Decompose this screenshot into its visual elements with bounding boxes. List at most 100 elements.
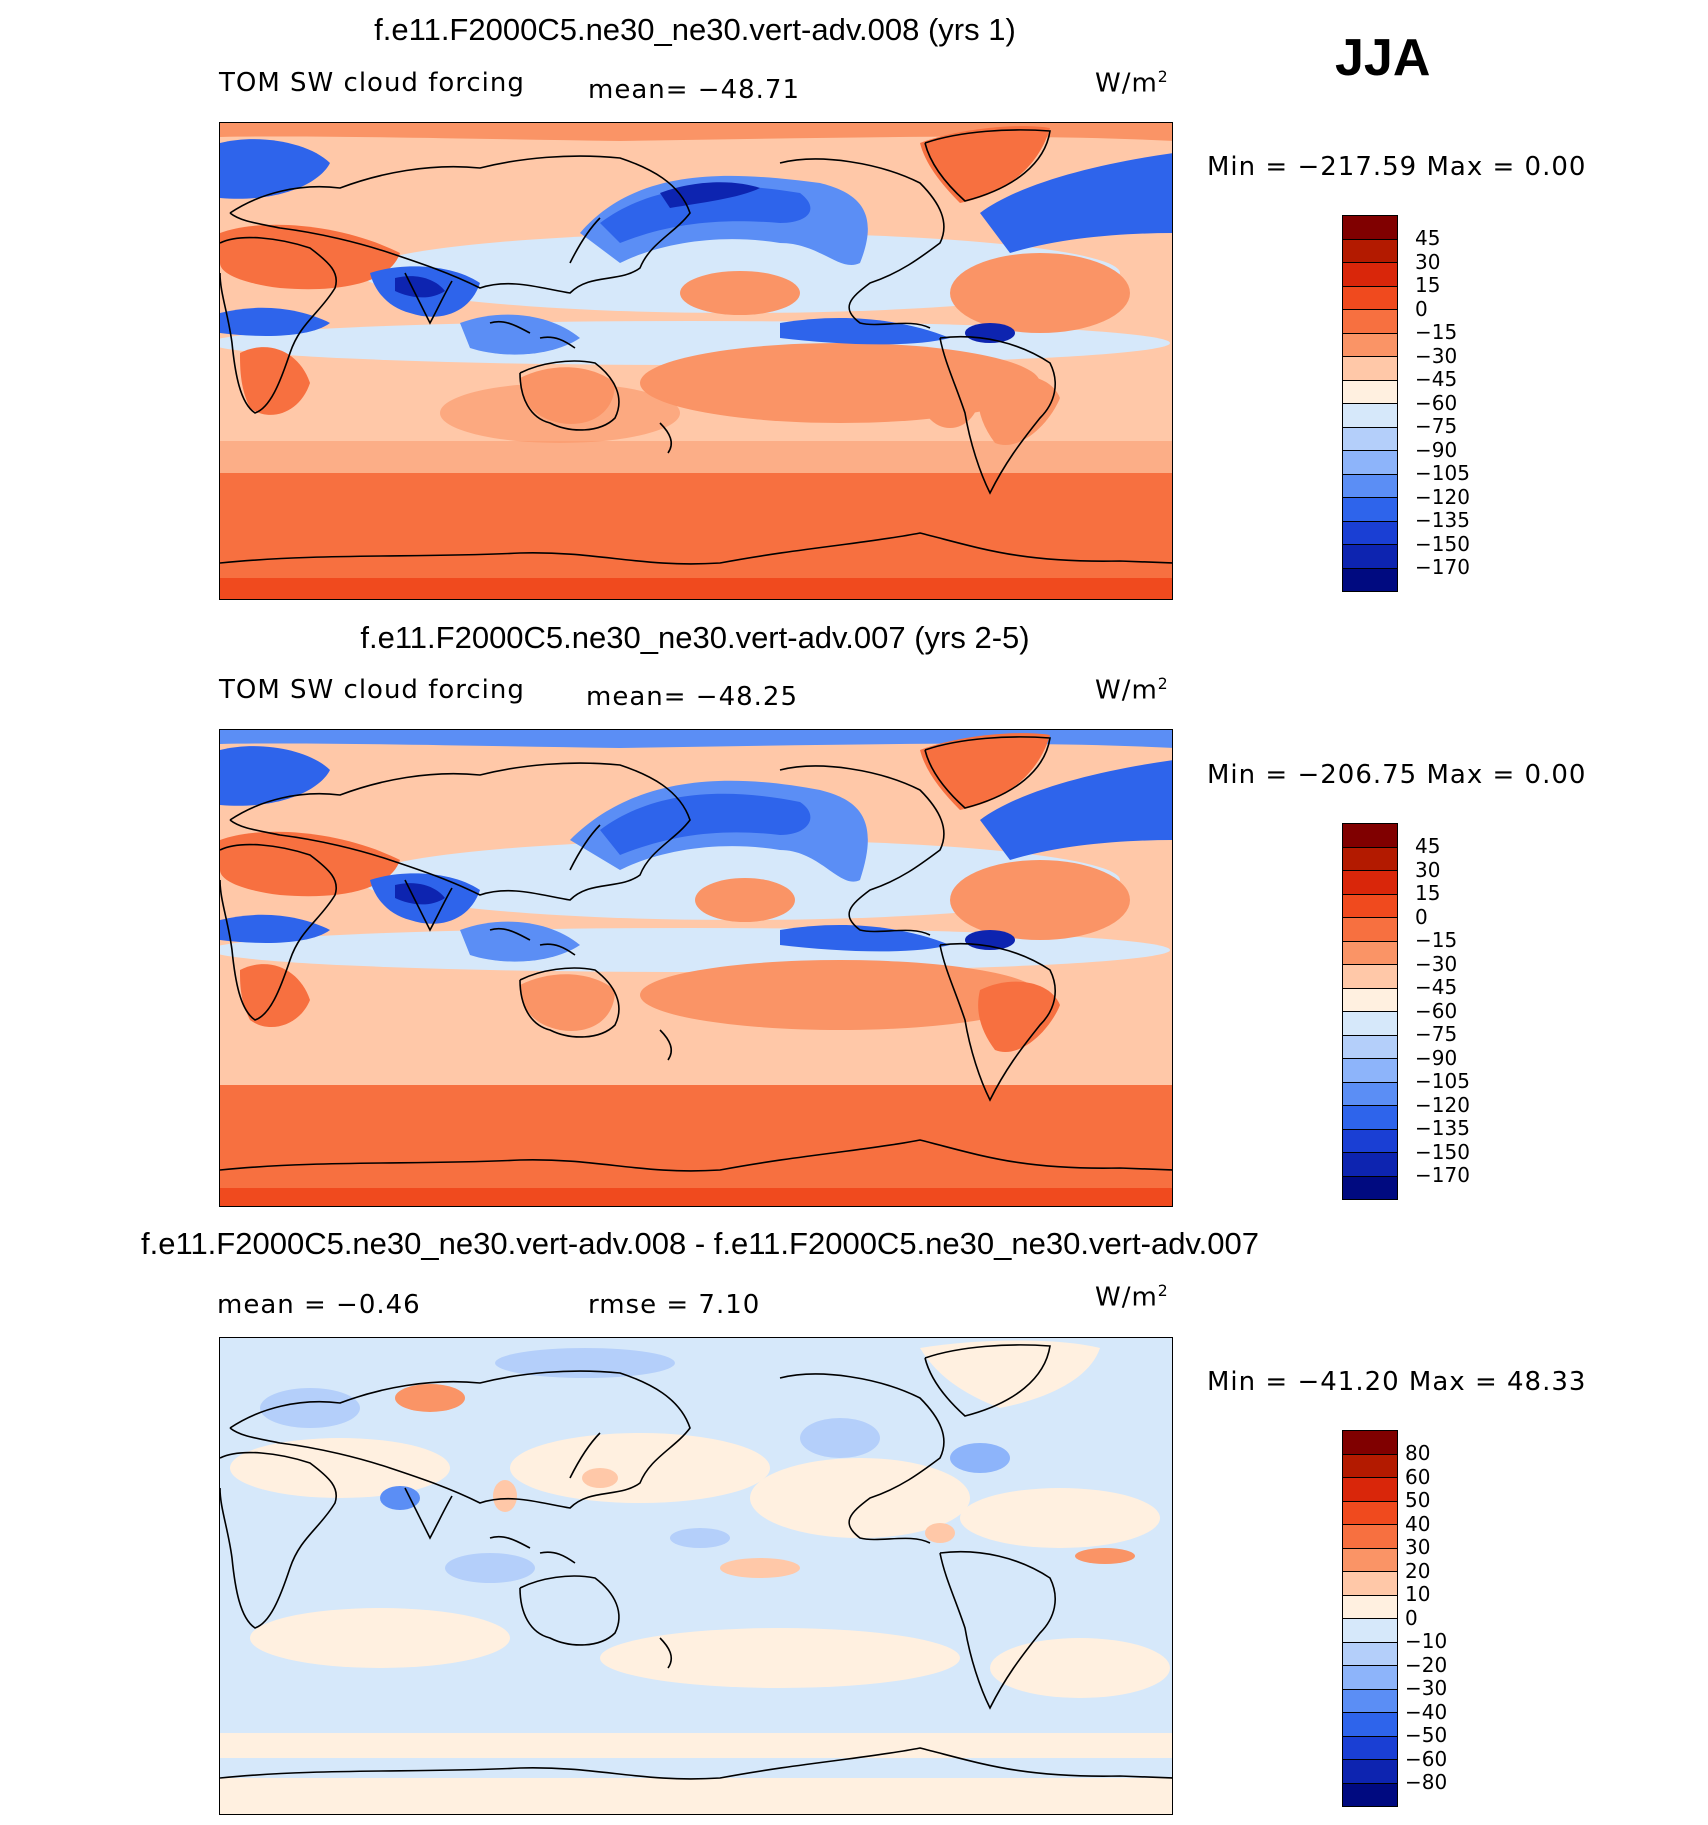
colorbar-label: 0 (1415, 296, 1428, 321)
colorbar-label: −60 (1415, 390, 1458, 415)
colorbar-swatch (1343, 333, 1397, 357)
colorbar-label: 30 (1415, 857, 1441, 882)
colorbar-label: −75 (1415, 414, 1458, 438)
colorbar-label: 30 (1415, 249, 1441, 274)
panel2-colorbar (1342, 823, 1398, 1200)
colorbar-label: 30 (1405, 1535, 1431, 1559)
colorbar-label: −105 (1415, 1069, 1470, 1093)
colorbar-swatch (1343, 427, 1397, 451)
colorbar-label: −120 (1415, 1092, 1470, 1117)
panel2-title: f.e11.F2000C5.ne30_ne30.vert-adv.007 (yr… (360, 620, 1030, 655)
colorbar-label: −30 (1405, 1676, 1448, 1700)
colorbar-label: −45 (1415, 975, 1458, 999)
colorbar-swatch (1343, 847, 1397, 871)
colorbar-swatch (1343, 1454, 1397, 1478)
colorbar-swatch (1343, 545, 1397, 569)
colorbar-swatch (1343, 286, 1397, 310)
colorbar-swatch (1343, 380, 1397, 404)
panel2-map-graphic (220, 730, 1172, 1206)
colorbar-swatch (1343, 1689, 1397, 1713)
colorbar-label: 60 (1405, 1464, 1431, 1489)
colorbar-label: 0 (1415, 904, 1428, 929)
colorbar-swatch (1343, 1619, 1397, 1643)
colorbar-swatch (1343, 1176, 1397, 1199)
colorbar-label: −150 (1415, 1139, 1470, 1164)
colorbar-label: −60 (1415, 998, 1458, 1023)
colorbar-label: −40 (1405, 1699, 1448, 1724)
panel2-minmax: Min = −206.75 Max = 0.00 (1207, 760, 1587, 790)
colorbar-label: 80 (1405, 1441, 1431, 1465)
colorbar-label: 0 (1405, 1605, 1418, 1630)
colorbar-swatch (1343, 1059, 1397, 1083)
panel1-minmax: Min = −217.59 Max = 0.00 (1207, 152, 1587, 182)
colorbar-label: −105 (1415, 461, 1470, 485)
colorbar-swatch (1343, 824, 1397, 848)
panel2-variable-label: TOM SW cloud forcing (219, 675, 525, 705)
colorbar-swatch (1343, 521, 1397, 545)
panel3-minmax: Min = −41.20 Max = 48.33 (1207, 1367, 1587, 1397)
panel3-mean-label: mean = −0.46 (217, 1290, 421, 1320)
colorbar-label: −30 (1415, 951, 1458, 976)
panel3-title: f.e11.F2000C5.ne30_ne30.vert-adv.008 - f… (141, 1226, 1259, 1261)
colorbar-swatch (1343, 1478, 1397, 1502)
panel3-map-graphic (220, 1338, 1172, 1814)
colorbar-swatch (1343, 1501, 1397, 1525)
colorbar-label: 45 (1415, 834, 1441, 858)
colorbar-label: −10 (1405, 1629, 1448, 1653)
colorbar-swatch (1343, 263, 1397, 287)
panel1-units: W/m2 (1095, 68, 1169, 99)
colorbar-swatch (1343, 404, 1397, 428)
colorbar-label: 40 (1405, 1511, 1431, 1536)
colorbar-label: −170 (1415, 555, 1470, 579)
colorbar-label: −75 (1415, 1022, 1458, 1046)
colorbar-swatch (1343, 1736, 1397, 1760)
colorbar-swatch (1343, 988, 1397, 1012)
colorbar-label: 15 (1415, 273, 1441, 297)
colorbar-label: 50 (1405, 1488, 1431, 1512)
colorbar-swatch (1343, 1082, 1397, 1106)
panel1-title: f.e11.F2000C5.ne30_ne30.vert-adv.008 (yr… (374, 12, 1016, 47)
colorbar-label: −90 (1415, 437, 1458, 462)
colorbar-label: −50 (1405, 1723, 1448, 1747)
colorbar-label: −45 (1415, 367, 1458, 391)
colorbar-label: −135 (1415, 1116, 1470, 1140)
colorbar-swatch (1343, 239, 1397, 263)
colorbar-swatch (1343, 357, 1397, 381)
panel3-map (219, 1337, 1173, 1815)
panel2-map (219, 729, 1173, 1207)
panel1-map-graphic (220, 123, 1172, 599)
colorbar-swatch (1343, 1129, 1397, 1153)
colorbar-swatch (1343, 310, 1397, 334)
colorbar-swatch (1343, 568, 1397, 591)
colorbar-label: −20 (1405, 1652, 1448, 1677)
colorbar-label: 20 (1405, 1558, 1431, 1583)
panel1-map (219, 122, 1173, 600)
colorbar-swatch (1343, 871, 1397, 895)
colorbar-swatch (1343, 474, 1397, 498)
panel1-colorbar (1342, 215, 1398, 592)
colorbar-label: −15 (1415, 320, 1458, 344)
colorbar-swatch (1343, 216, 1397, 240)
panel2-colorbar-labels: 45 30 15 0 −15 −30 −45 −60 −75 −90 −105 … (1415, 834, 1470, 1188)
colorbar-swatch (1343, 1431, 1397, 1455)
colorbar-swatch (1343, 1783, 1397, 1806)
panel3-colorbar-labels: 80 60 50 40 30 20 10 0 −10 −20 −30 −40 −… (1405, 1441, 1448, 1795)
colorbar-swatch (1343, 894, 1397, 918)
colorbar-label: −15 (1415, 928, 1458, 952)
colorbar-label: −90 (1415, 1045, 1458, 1070)
colorbar-swatch (1343, 1548, 1397, 1572)
panel1-mean-label: mean= −48.71 (588, 75, 801, 105)
panel3-units: W/m2 (1095, 1282, 1169, 1313)
season-label: JJA (1335, 29, 1431, 87)
colorbar-label: −60 (1405, 1746, 1448, 1771)
colorbar-swatch (1343, 1525, 1397, 1549)
colorbar-swatch (1343, 1713, 1397, 1737)
panel1-colorbar-labels: 45 30 15 0 −15 −30 −45 −60 −75 −90 −105 … (1415, 226, 1470, 580)
colorbar-label: −120 (1415, 484, 1470, 509)
colorbar-swatch (1343, 1642, 1397, 1666)
colorbar-swatch (1343, 1035, 1397, 1059)
colorbar-swatch (1343, 1106, 1397, 1130)
colorbar-label: −80 (1405, 1770, 1448, 1794)
colorbar-swatch (1343, 1572, 1397, 1596)
colorbar-label: 10 (1405, 1582, 1431, 1606)
